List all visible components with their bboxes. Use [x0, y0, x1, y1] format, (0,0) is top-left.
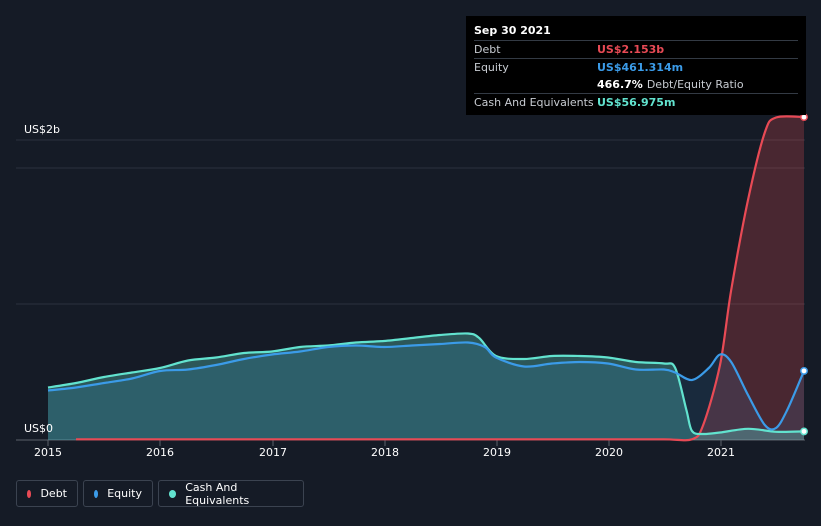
tooltip-cash-value: US$56.975m — [597, 96, 676, 109]
x-tick-2021: 2021 — [707, 446, 735, 459]
tooltip-debt-value: US$2.153b — [597, 43, 665, 56]
line-layer — [47, 115, 806, 442]
line-equity — [47, 341, 806, 431]
area-equity — [48, 342, 804, 440]
legend-equity[interactable]: Equity — [83, 480, 153, 507]
x-tick-2019: 2019 — [483, 446, 511, 459]
legend-debt[interactable]: Debt — [16, 480, 78, 507]
legend-debt-label: Debt — [40, 487, 67, 500]
x-tick-2016: 2016 — [146, 446, 174, 459]
tooltip-equity-value: US$461.314m — [597, 61, 684, 74]
tooltip-equity-label: Equity — [474, 61, 509, 74]
x-tick-2017: 2017 — [259, 446, 287, 459]
x-tick-2018: 2018 — [371, 446, 399, 459]
tooltip-row-debt: Debt US$2.153b — [474, 40, 798, 58]
tooltip-row-ratio: 466.7% Debt/Equity Ratio — [474, 76, 798, 93]
line-debt — [76, 115, 805, 442]
tooltip-debt-label: Debt — [474, 43, 501, 56]
endpoint-cash-and-equivalents — [800, 427, 808, 436]
legend-cash[interactable]: Cash And Equivalents — [158, 480, 304, 507]
area-layer — [48, 116, 804, 441]
legend-cash-label: Cash And Equivalents — [185, 480, 250, 507]
tooltip-row-cash: Cash And Equivalents US$56.975m — [474, 93, 798, 111]
line-cash-and-equivalents — [47, 332, 805, 436]
x-tick-2015: 2015 — [34, 446, 62, 459]
tooltip-ratio-label: Debt/Equity Ratio — [646, 78, 744, 91]
tooltip-panel: Sep 30 2021 Debt US$2.153b Equity US$461… — [466, 16, 806, 115]
legend-cash-dot — [169, 489, 177, 498]
tooltip-cash-label: Cash And Equivalents — [474, 96, 594, 109]
y-axis-label-zero: US$0 — [24, 422, 54, 435]
y-axis-label-top: US$2b — [24, 123, 61, 136]
legend-equity-label: Equity — [107, 487, 142, 500]
tooltip-row-equity: Equity US$461.314m — [474, 58, 798, 76]
tooltip-date: Sep 30 2021 — [474, 24, 551, 37]
tooltip-ratio-value: 466.7% — [597, 78, 643, 91]
x-tick-2020: 2020 — [595, 446, 623, 459]
endpoint-equity — [800, 366, 808, 375]
legend-equity-dot — [94, 489, 99, 498]
legend-debt-dot — [27, 489, 32, 498]
area-debt — [76, 116, 804, 441]
